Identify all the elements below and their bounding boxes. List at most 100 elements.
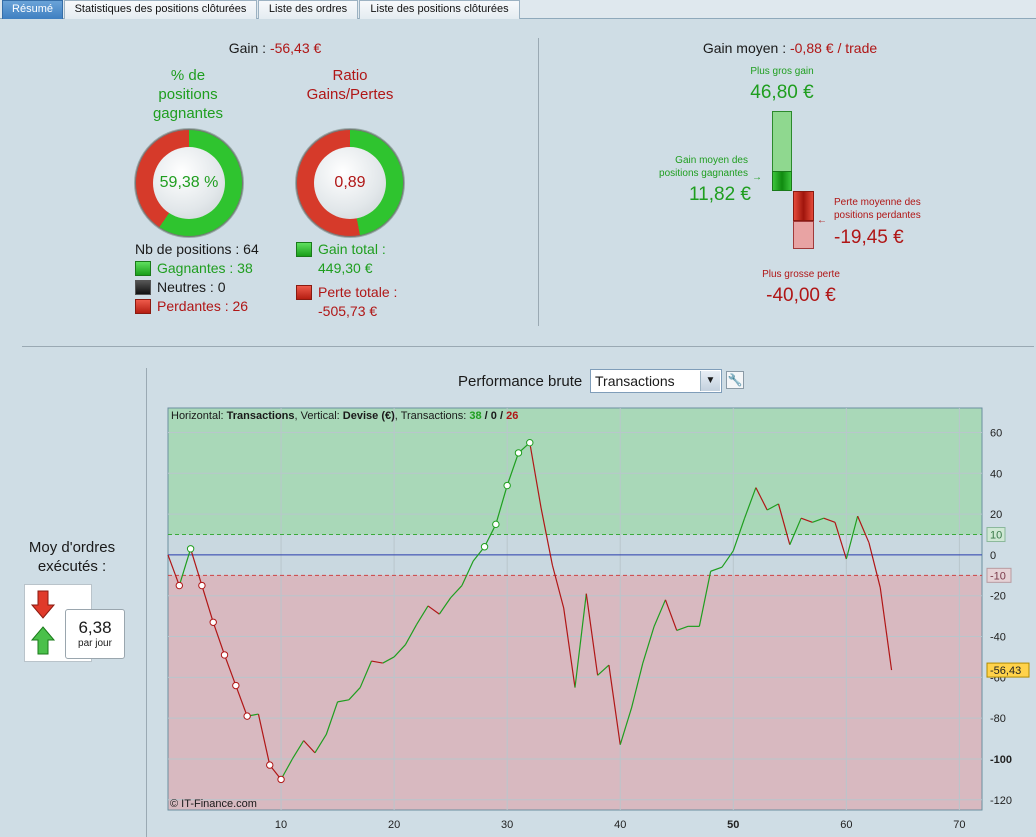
series-segment	[755, 487, 768, 511]
x-tick-label: 30	[501, 819, 513, 831]
max-loss-value: -40,00 €	[766, 285, 836, 306]
series-segment	[235, 685, 248, 717]
series-segment	[257, 713, 271, 766]
win-pct-value: 59,38 %	[153, 147, 225, 219]
lower-band-marker: -10	[990, 570, 1006, 582]
series-segment	[619, 707, 633, 745]
series-segment	[789, 517, 802, 545]
series-segment	[540, 507, 553, 566]
legend-perdantes: Perdantes : 26	[135, 298, 248, 314]
avg-loss-bar	[793, 191, 814, 221]
series-segment	[585, 593, 599, 676]
data-point	[220, 651, 229, 659]
series-segment	[506, 452, 520, 486]
series-segment	[845, 515, 859, 560]
section-divider	[22, 346, 1034, 347]
gain-total-label: Gain total :	[318, 241, 386, 257]
series-segment	[653, 599, 666, 627]
perte-totale-value: -505,73 €	[318, 303, 378, 319]
nb-positions: Nb de positions : 64	[135, 241, 259, 257]
series-segment	[427, 605, 440, 615]
x-tick-label: 60	[840, 819, 852, 831]
chart-header-horizontal: Transactions	[226, 410, 295, 422]
series-segment	[812, 517, 824, 523]
performance-title: Performance brute	[458, 373, 583, 390]
gain-label: Gain :	[228, 40, 270, 56]
y-tick-label: 20	[990, 509, 1002, 521]
series-segment	[879, 587, 893, 671]
series-segment	[857, 515, 870, 543]
data-point	[232, 681, 240, 690]
series-segment	[744, 487, 757, 519]
orders-title: Moy d'ordres exécutés :	[14, 538, 130, 576]
last-value-marker-box	[986, 662, 1030, 678]
data-point	[198, 581, 206, 590]
series-segment	[574, 593, 587, 688]
series-segment	[823, 517, 836, 523]
ratio-title-line2: Gains/Pertes	[306, 86, 394, 103]
x-tick-label: 70	[953, 819, 965, 831]
black-square-icon	[135, 280, 151, 295]
max-loss-bar	[793, 220, 814, 250]
chart-header: Horizontal: Transactions, Vertical: Devi…	[171, 410, 518, 422]
series-segment	[676, 625, 689, 631]
max-gain-label: Plus gros gain	[750, 66, 814, 77]
series-segment	[721, 550, 734, 568]
series-segment	[630, 662, 644, 709]
x-tick-label: 10	[275, 819, 287, 831]
win-pct-title-line3: gagnantes	[152, 105, 224, 122]
chart-header-sep: /	[481, 410, 491, 422]
performance-mode-select[interactable]: Transactions ▼	[590, 369, 722, 393]
series-segment	[495, 485, 508, 525]
average-gain-value: -0,88 € / trade	[789, 40, 878, 56]
data-point	[492, 520, 500, 529]
series-segment	[461, 560, 474, 586]
y-tick-label: -120	[990, 795, 1012, 807]
y-tick-label: -20	[990, 591, 1006, 603]
tab-orders-list[interactable]: Liste des ordres	[258, 0, 358, 19]
series-segment	[404, 624, 418, 646]
series-segment	[223, 654, 237, 686]
wrench-icon[interactable]: 🔧	[726, 371, 744, 389]
y-tick-label: 0	[990, 550, 996, 562]
series-segment	[190, 548, 203, 586]
series-segment	[438, 597, 452, 615]
chevron-down-icon[interactable]: ▼	[700, 371, 720, 391]
average-gain: Gain moyen : -0,88 € / trade	[640, 40, 940, 56]
legend-perte-totale: Perte totale :	[296, 284, 397, 300]
legend-gain-total: Gain total :	[296, 241, 386, 257]
summary-divider	[538, 38, 539, 326]
series-segment	[766, 503, 779, 511]
legend-gagnantes: Gagnantes : 38	[135, 260, 253, 276]
legend-neutres: Neutres : 0	[135, 279, 225, 295]
chart-header-part: Horizontal:	[171, 410, 227, 422]
data-point	[209, 618, 217, 626]
series-segment	[868, 542, 881, 588]
gain-zone	[168, 408, 982, 535]
y-tick-label: 40	[990, 468, 1002, 480]
orders-title-line1: Moy d'ordres	[28, 539, 116, 556]
tab-closed-positions-stats[interactable]: Statistiques des positions clôturées	[64, 0, 257, 19]
avg-gain-bar	[772, 170, 792, 191]
tab-closed-positions-list[interactable]: Liste des positions clôturées	[359, 0, 520, 19]
chart-header-losses: 26	[506, 410, 519, 422]
series-segment	[608, 665, 621, 745]
series-segment	[664, 599, 678, 631]
max-gain-value: 46,80 €	[750, 82, 814, 103]
upper-band-marker-box	[986, 527, 1006, 543]
series-segment	[642, 626, 655, 664]
ratio-donut: 0,89	[296, 129, 404, 237]
series-segment	[291, 740, 305, 760]
red-square-icon	[135, 299, 151, 314]
loss-zone	[168, 575, 982, 810]
avg-loss-label-line2: positions perdantes	[834, 210, 921, 221]
avg-loss-label: Perte moyenne des positions perdantes	[834, 196, 944, 222]
tab-resume[interactable]: Résumé	[2, 0, 63, 19]
series-segment	[348, 687, 361, 701]
performance-mode-value: Transactions	[595, 373, 675, 389]
series-segment	[484, 524, 497, 548]
tab-bar: Résumé Statistiques des positions clôtur…	[0, 0, 1036, 19]
series-segment	[800, 517, 813, 523]
series-segment	[314, 734, 327, 754]
